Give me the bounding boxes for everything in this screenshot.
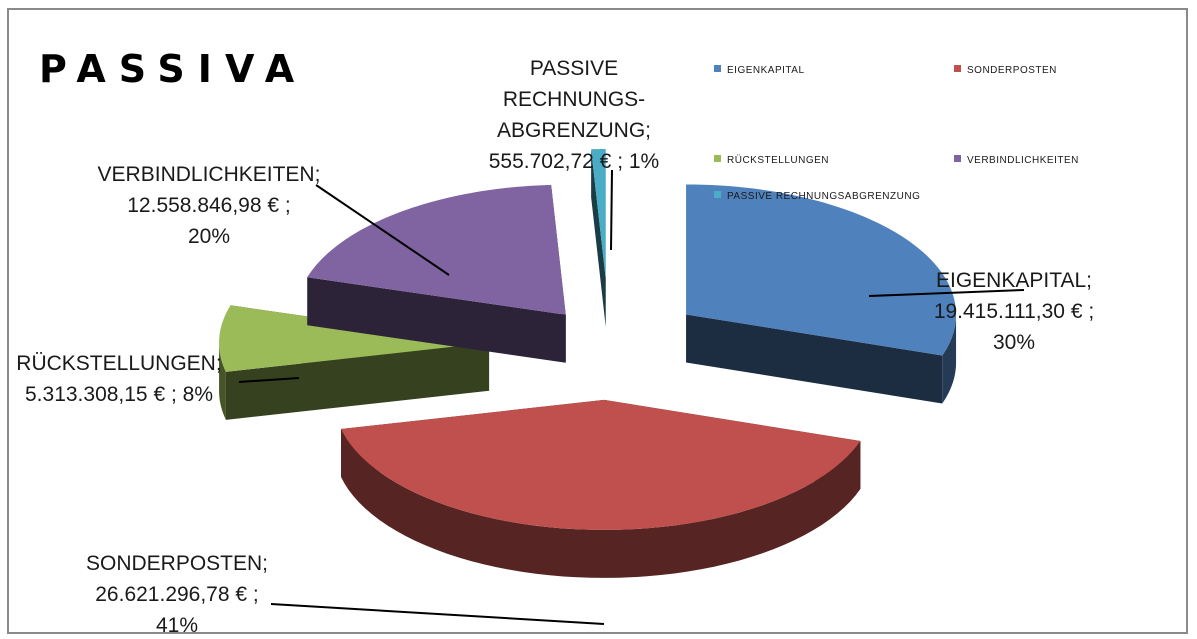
data-label-passive-rechnungsabgrenzung: PASSIVE RECHNUNGS-ABGRENZUNG; 555.702,72 €… <box>489 57 659 173</box>
pie-slice-rueckstellungen <box>219 305 490 420</box>
data-label-rueckstellungen: RÜCKSTELLUNGEN; 5.313.308,15 € ; 8% <box>16 352 221 406</box>
pie-slice-verbindlichkeiten <box>307 184 566 363</box>
leader-line-eigenkapital <box>868 289 1025 297</box>
legend: EIGENKAPITAL SONDERPOSTEN RÜCKSTELLUNGEN VE… <box>714 65 1079 202</box>
leader-line-rueckstellungen <box>238 377 300 383</box>
legend-label: VERBINDLICHKEITEN <box>967 155 1079 166</box>
legend-swatch <box>714 155 721 162</box>
legend-item-rueckstellungen: RÜCKSTELLUNGEN <box>714 154 829 166</box>
pie-chart: PASSIVA EIGENKAPITAL; 19.415.111,30 € ; 30… <box>16 47 1094 636</box>
legend-swatch <box>954 65 961 72</box>
legend-label: RÜCKSTELLUNGEN <box>727 154 829 166</box>
chart-title: PASSIVA <box>39 47 307 91</box>
leader-line-sonderposten <box>270 603 605 625</box>
legend-swatch <box>954 155 961 162</box>
chart-frame: PASSIVA EIGENKAPITAL; 19.415.111,30 € ; 30… <box>7 8 1188 636</box>
data-label-sonderposten: SONDERPOSTEN; 26.621.296,78 € ; 41% <box>86 552 268 636</box>
legend-item-passive-rechnungsabgrenzung: PASSIVE RECHNUNGSABGRENZUNG <box>714 191 920 202</box>
legend-item-eigenkapital: EIGENKAPITAL <box>714 65 805 76</box>
legend-label: EIGENKAPITAL <box>727 65 805 76</box>
legend-swatch <box>714 65 721 72</box>
data-label-verbindlichkeiten: VERBINDLICHKEITEN; 12.558.846,98 € ; 20% <box>98 163 321 248</box>
legend-swatch <box>714 191 721 198</box>
legend-label: PASSIVE RECHNUNGSABGRENZUNG <box>727 191 920 202</box>
legend-item-verbindlichkeiten: VERBINDLICHKEITEN <box>954 155 1079 166</box>
pie-slice-passive-rechnungsabgrenzung <box>591 149 606 328</box>
leader-line-passive-rechnungsabgrenzung <box>610 169 613 251</box>
data-label-eigenkapital: EIGENKAPITAL; 19.415.111,30 € ; 30% <box>934 269 1094 354</box>
legend-item-sonderposten: SONDERPOSTEN <box>954 65 1057 76</box>
legend-label: SONDERPOSTEN <box>967 65 1057 76</box>
leader-line-verbindlichkeiten <box>315 184 450 276</box>
pie-slice-sonderposten <box>341 399 861 578</box>
pie-slice-eigenkapital <box>686 184 957 404</box>
